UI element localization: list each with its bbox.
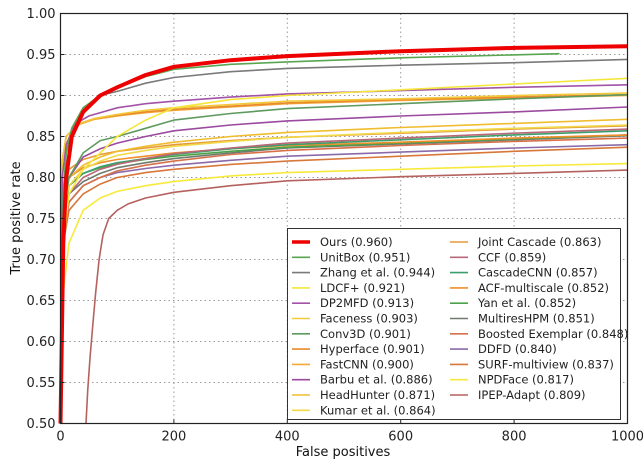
legend-label: NPDFace (0.817) bbox=[478, 373, 574, 387]
legend-label: FastCNN (0.900) bbox=[320, 357, 414, 371]
series-line bbox=[59, 93, 628, 424]
y-tick-label: 0.75 bbox=[27, 212, 56, 227]
legend-label: IPEP-Adapt (0.809) bbox=[478, 388, 586, 402]
legend-label: ACF-multiscale (0.852) bbox=[478, 281, 609, 295]
y-tick-label: 0.70 bbox=[27, 253, 56, 268]
legend-label: SURF-multiview (0.837) bbox=[478, 357, 614, 371]
series-line bbox=[59, 162, 628, 424]
x-tick-label: 200 bbox=[161, 430, 186, 445]
series-line bbox=[85, 169, 628, 424]
legend-label: Barbu et al. (0.886) bbox=[320, 373, 433, 387]
legend-label: Zhang et al. (0.944) bbox=[320, 266, 435, 280]
y-tick-label: 0.50 bbox=[27, 417, 56, 432]
x-tick-label: 800 bbox=[502, 430, 527, 445]
y-tick-label: 0.90 bbox=[27, 89, 56, 104]
x-tick-label: 600 bbox=[388, 430, 413, 445]
y-ticks: 0.50 0.55 0.60 0.65 0.70 0.75 0.80 0.85 0.90 0.95… bbox=[27, 7, 65, 432]
legend-label: Yan et al. (0.852) bbox=[477, 296, 576, 310]
legend-label: Boosted Exemplar (0.848) bbox=[478, 327, 628, 341]
y-tick-label: 1.00 bbox=[27, 7, 56, 22]
y-tick-label: 0.85 bbox=[27, 130, 56, 145]
series-line bbox=[59, 124, 628, 424]
y-tick-label: 0.80 bbox=[27, 171, 56, 186]
y-tick-label: 0.65 bbox=[27, 294, 56, 309]
legend-label: Faceness (0.903) bbox=[320, 312, 418, 326]
legend: Ours (0.960)UnitBox (0.951) Zhang et al. … bbox=[287, 228, 628, 420]
legend-label: UnitBox (0.951) bbox=[320, 250, 410, 264]
series-line bbox=[59, 137, 628, 424]
y-tick-label: 0.60 bbox=[27, 335, 56, 350]
y-tick-label: 0.95 bbox=[27, 48, 56, 63]
legend-label: Hyperface (0.901) bbox=[320, 342, 425, 356]
legend-label: LDCF+ (0.921) bbox=[320, 281, 405, 295]
x-tick-label: 0 bbox=[56, 430, 64, 445]
series-line bbox=[58, 44, 628, 424]
legend-box bbox=[287, 228, 621, 420]
legend-label: Ours (0.960) bbox=[320, 235, 393, 249]
x-ticks: 0 200 400 600 800 1000 bbox=[56, 419, 643, 445]
legend-label: DDFD (0.840) bbox=[478, 342, 557, 356]
x-tick-label: 1000 bbox=[611, 430, 643, 445]
x-tick-label: 400 bbox=[275, 430, 300, 445]
legend-label: Kumar et al. (0.864) bbox=[320, 403, 436, 417]
legend-label: CascadeCNN (0.857) bbox=[478, 266, 598, 280]
y-axis-label: True positive rate bbox=[9, 161, 24, 275]
legend-label: Conv3D (0.901) bbox=[320, 327, 411, 341]
legend-label: MultiresHPM (0.851) bbox=[478, 312, 595, 326]
y-tick-label: 0.55 bbox=[27, 376, 56, 391]
series-line bbox=[59, 146, 628, 424]
legend-label: DP2MFD (0.913) bbox=[320, 296, 414, 310]
legend-label: CCF (0.859) bbox=[478, 250, 546, 264]
series-line bbox=[59, 92, 628, 424]
legend-label: HeadHunter (0.871) bbox=[320, 388, 435, 402]
series-line bbox=[59, 77, 628, 424]
x-axis-label: False positives bbox=[296, 445, 391, 460]
legend-label: Joint Cascade (0.863) bbox=[477, 235, 601, 249]
curves bbox=[58, 44, 628, 424]
